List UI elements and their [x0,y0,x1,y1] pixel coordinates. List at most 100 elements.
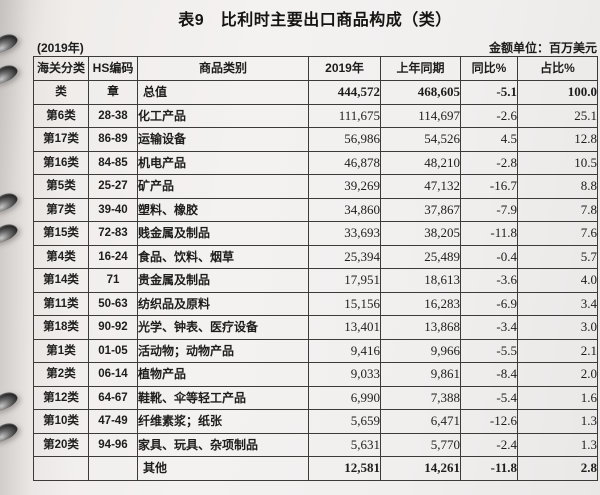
value-prev-year-cell: 468,605 [380,80,461,105]
table-row: 第2类 06-14 植物产品 9,033 9,861 -8.4 2.0 [33,362,598,387]
value-prev-year-cell: 14,261 [380,456,461,481]
yoy-percent-cell: -7.9 [460,197,518,222]
yoy-percent-cell: -2.4 [460,432,518,457]
value-prev-year-cell: 5,770 [380,432,461,457]
category-name-cell: 塑料、橡胶 [137,197,309,222]
yoy-percent-cell: -3.4 [460,315,518,340]
value-2019-cell: 5,659 [308,409,381,434]
value-2019-cell: 111,675 [308,103,381,128]
hs-code-cell: 25-27 [88,174,138,199]
value-2019-cell: 13,401 [308,315,381,340]
year-note: (2019年) [37,41,84,55]
spiral-binding-ring [0,30,20,57]
hs-code-cell: 86-89 [88,127,138,152]
yoy-percent-cell: -12.6 [460,409,518,434]
category-name-cell: 纤维素浆；纸张 [137,409,309,434]
value-prev-year-cell: 25,489 [380,244,461,269]
customs-class-cell: 第2类 [33,362,89,387]
hs-code-cell: 01-05 [88,338,138,363]
category-name-cell: 家具、玩具、杂项制品 [137,432,309,457]
customs-class-cell: 第5类 [33,174,89,199]
yoy-percent-cell: -5.1 [460,80,518,105]
table-row: 第18类 90-92 光学、钟表、医疗设备 13,401 13,868 -3.4… [33,315,598,340]
hs-code-cell: 39-40 [88,197,138,222]
share-percent-cell: 1.6 [517,385,598,410]
table-row: 第15类 72-83 贱金属及制品 33,693 38,205 -11.8 7.… [33,221,598,246]
share-percent-cell: 100.0 [517,80,598,105]
table-title: 表9 比利时主要出口商品构成（类） [178,12,452,29]
share-percent-cell: 7.6 [517,221,598,246]
customs-class-cell: 第16类 [33,150,89,175]
category-name-cell: 活动物；动物产品 [137,338,309,363]
value-2019-cell: 25,394 [308,244,381,269]
customs-class-cell: 第20类 [33,432,89,457]
category-name-cell: 运输设备 [137,127,309,152]
spiral-binding-ring [0,388,20,415]
value-prev-year-cell: 9,861 [380,362,461,387]
value-2019-cell: 17,951 [308,268,381,293]
value-2019-cell: 39,269 [308,174,381,199]
value-prev-year-cell: 114,697 [380,103,461,128]
yoy-percent-cell: -0.4 [460,244,518,269]
category-name-cell: 贱金属及制品 [137,221,309,246]
share-percent-cell: 25.1 [517,103,598,128]
category-name-cell: 矿产品 [137,174,309,199]
col-header-hs-code: HS编码 [88,56,138,81]
share-percent-cell: 2.0 [517,362,598,387]
value-2019-cell: 56,986 [308,127,381,152]
share-percent-cell: 8.8 [517,174,598,199]
hs-code-cell: 28-38 [88,103,138,128]
share-percent-cell: 7.8 [517,197,598,222]
value-2019-cell: 9,416 [308,338,381,363]
value-prev-year-cell: 6,471 [380,409,461,434]
spiral-binding-ring [0,419,20,446]
category-name-cell: 食品、饮料、烟草 [137,244,309,269]
value-prev-year-cell: 54,526 [380,127,461,152]
value-2019-cell: 33,693 [308,221,381,246]
value-2019-cell: 444,572 [308,80,381,105]
table-row: 第6类 28-38 化工产品 111,675 114,697 -2.6 25.1 [33,103,598,128]
table-row: 其他 12,581 14,261 -11.8 2.8 [33,456,598,481]
value-prev-year-cell: 13,868 [380,315,461,340]
spiral-binding-ring [0,189,20,216]
category-name-cell: 总值 [137,80,309,105]
hs-code-cell: 16-24 [88,244,138,269]
yoy-percent-cell: -16.7 [460,174,518,199]
table-body: 类 章 总值 444,572 468,605 -5.1 100.0 第6类 28… [33,80,598,481]
value-prev-year-cell: 47,132 [380,174,461,199]
customs-class-cell [33,456,89,481]
yoy-percent-cell: -2.6 [460,103,518,128]
unit-note: 金额单位：百万美元 [488,41,597,55]
hs-code-cell: 72-83 [88,221,138,246]
category-name-cell: 植物产品 [137,362,309,387]
table-row: 第4类 16-24 食品、饮料、烟草 25,394 25,489 -0.4 5.… [33,244,598,269]
value-prev-year-cell: 16,283 [380,291,461,316]
customs-class-cell: 第10类 [33,409,89,434]
customs-class-cell: 第11类 [33,291,89,316]
share-percent-cell: 3.4 [517,291,598,316]
value-2019-cell: 46,878 [308,150,381,175]
share-percent-cell: 1.3 [517,409,598,434]
hs-code-cell: 84-85 [88,150,138,175]
table-row: 类 章 总值 444,572 468,605 -5.1 100.0 [33,80,598,105]
customs-class-cell: 类 [33,80,89,105]
table-row: 第20类 94-96 家具、玩具、杂项制品 5,631 5,770 -2.4 1… [33,432,598,457]
customs-class-cell: 第14类 [33,268,89,293]
category-name-cell: 其他 [137,456,309,481]
value-2019-cell: 34,860 [308,197,381,222]
yoy-percent-cell: 4.5 [460,127,518,152]
table-row: 第17类 86-89 运输设备 56,986 54,526 4.5 12.8 [33,127,598,152]
table-row: 第1类 01-05 活动物；动物产品 9,416 9,966 -5.5 2.1 [33,338,598,363]
share-percent-cell: 1.3 [517,432,598,457]
customs-class-cell: 第15类 [33,221,89,246]
yoy-percent-cell: -11.8 [460,456,518,481]
customs-class-cell: 第4类 [33,244,89,269]
hs-code-cell: 47-49 [88,409,138,434]
hs-code-cell: 06-14 [88,362,138,387]
value-2019-cell: 5,631 [308,432,381,457]
value-prev-year-cell: 9,966 [380,338,461,363]
category-name-cell: 贵金属及制品 [137,268,309,293]
table-row: 第10类 47-49 纤维素浆；纸张 5,659 6,471 -12.6 1.3 [33,409,598,434]
yoy-percent-cell: -5.4 [460,385,518,410]
